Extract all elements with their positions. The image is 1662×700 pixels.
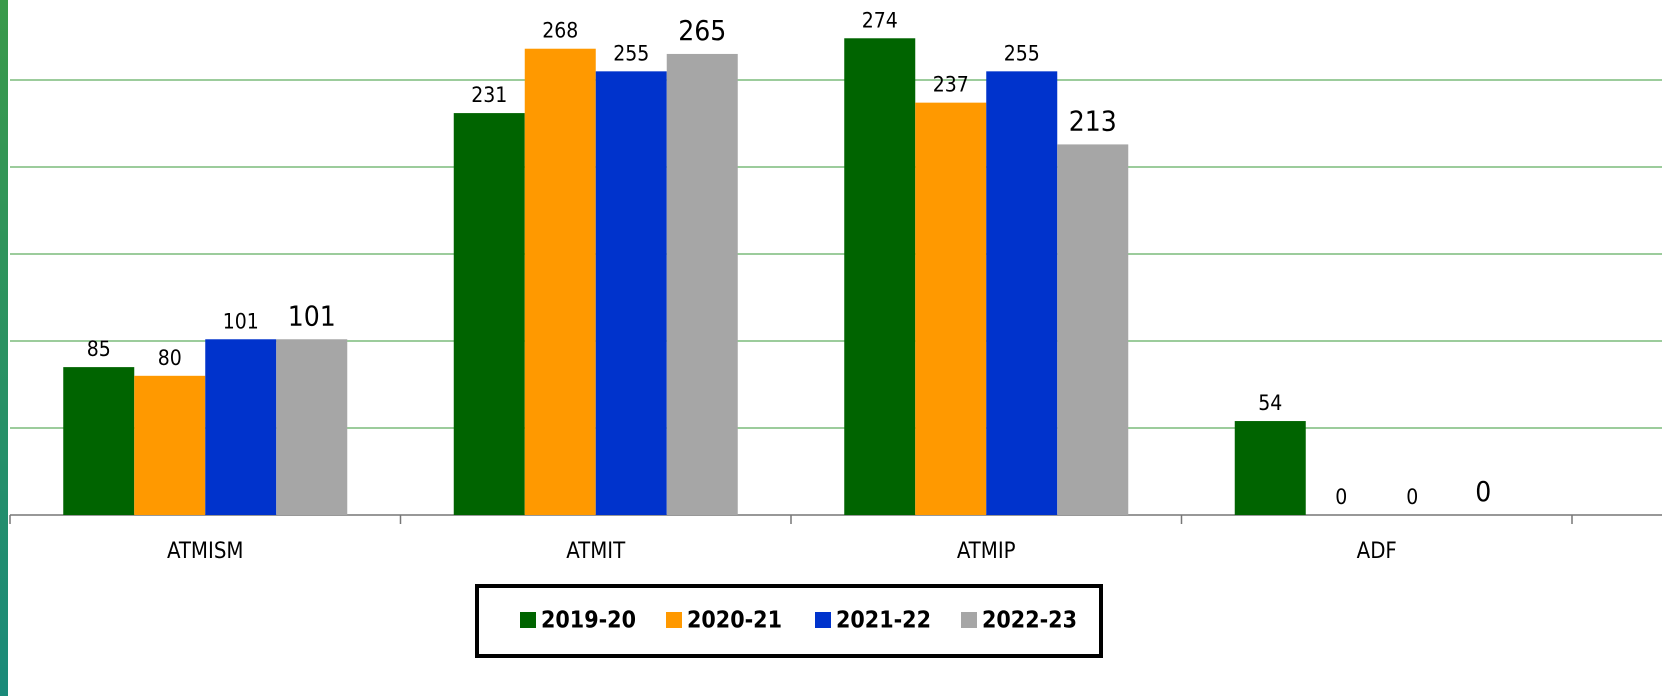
legend-label: 2020-21 xyxy=(687,608,782,634)
data-label: 255 xyxy=(1004,41,1040,65)
legend-label: 2019-20 xyxy=(541,608,636,634)
data-label: 237 xyxy=(933,73,969,97)
edge-strip xyxy=(0,0,8,696)
data-label: 54 xyxy=(1258,391,1282,415)
data-label: 101 xyxy=(288,299,336,332)
data-label: 101 xyxy=(223,309,259,333)
legend-swatch xyxy=(666,612,682,628)
bar xyxy=(63,367,135,515)
bar xyxy=(1057,144,1129,515)
legend-box xyxy=(475,584,1103,658)
x-tick-label: ATMIT xyxy=(566,539,626,564)
legend-label: 2021-22 xyxy=(836,608,931,634)
bar xyxy=(986,71,1058,515)
data-label: 265 xyxy=(678,14,726,47)
bar xyxy=(915,102,987,515)
data-label: 0 xyxy=(1475,475,1491,508)
legend-swatch xyxy=(961,612,977,628)
data-label: 268 xyxy=(542,19,578,43)
bar xyxy=(205,339,277,515)
x-tick-label: ATMISM xyxy=(167,539,243,564)
x-tick-label: ATMIP xyxy=(957,539,1016,564)
data-label: 0 xyxy=(1335,485,1347,509)
data-label: 80 xyxy=(158,346,182,370)
data-label: 274 xyxy=(862,8,898,32)
bar xyxy=(666,53,738,515)
data-label: 231 xyxy=(471,83,507,107)
bar xyxy=(524,48,596,515)
bar xyxy=(1234,421,1306,515)
data-label: 255 xyxy=(613,41,649,65)
bar xyxy=(595,71,667,515)
x-tick-label: ADF xyxy=(1357,539,1397,564)
bar xyxy=(134,375,206,515)
data-label: 85 xyxy=(87,337,111,361)
legend-label: 2022-23 xyxy=(982,608,1077,634)
data-label: 0 xyxy=(1406,485,1418,509)
bar xyxy=(844,38,916,515)
data-label: 213 xyxy=(1069,104,1117,137)
bar xyxy=(276,339,348,515)
legend-swatch xyxy=(815,612,831,628)
legend-swatch xyxy=(520,612,536,628)
bar xyxy=(453,113,525,515)
